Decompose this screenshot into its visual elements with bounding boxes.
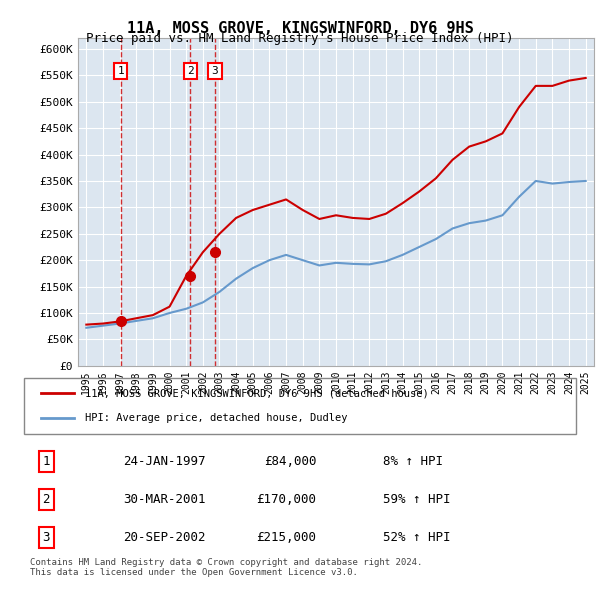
Text: 3: 3 xyxy=(43,531,50,544)
Text: 3: 3 xyxy=(211,66,218,76)
Text: 1: 1 xyxy=(118,66,124,76)
Text: 1: 1 xyxy=(43,455,50,468)
Text: £170,000: £170,000 xyxy=(257,493,317,506)
Text: 2: 2 xyxy=(43,493,50,506)
Text: Price paid vs. HM Land Registry's House Price Index (HPI): Price paid vs. HM Land Registry's House … xyxy=(86,32,514,45)
Text: 20-SEP-2002: 20-SEP-2002 xyxy=(124,531,206,544)
Text: £215,000: £215,000 xyxy=(257,531,317,544)
Text: 59% ↑ HPI: 59% ↑ HPI xyxy=(383,493,450,506)
Text: 24-JAN-1997: 24-JAN-1997 xyxy=(124,455,206,468)
Text: 2: 2 xyxy=(187,66,194,76)
Text: 8% ↑ HPI: 8% ↑ HPI xyxy=(383,455,443,468)
Text: Contains HM Land Registry data © Crown copyright and database right 2024.
This d: Contains HM Land Registry data © Crown c… xyxy=(30,558,422,577)
Text: 11A, MOSS GROVE, KINGSWINFORD, DY6 9HS (detached house): 11A, MOSS GROVE, KINGSWINFORD, DY6 9HS (… xyxy=(85,388,428,398)
Text: 52% ↑ HPI: 52% ↑ HPI xyxy=(383,531,450,544)
Text: £84,000: £84,000 xyxy=(264,455,317,468)
Text: HPI: Average price, detached house, Dudley: HPI: Average price, detached house, Dudl… xyxy=(85,413,347,423)
Text: 30-MAR-2001: 30-MAR-2001 xyxy=(124,493,206,506)
Text: 11A, MOSS GROVE, KINGSWINFORD, DY6 9HS: 11A, MOSS GROVE, KINGSWINFORD, DY6 9HS xyxy=(127,21,473,35)
